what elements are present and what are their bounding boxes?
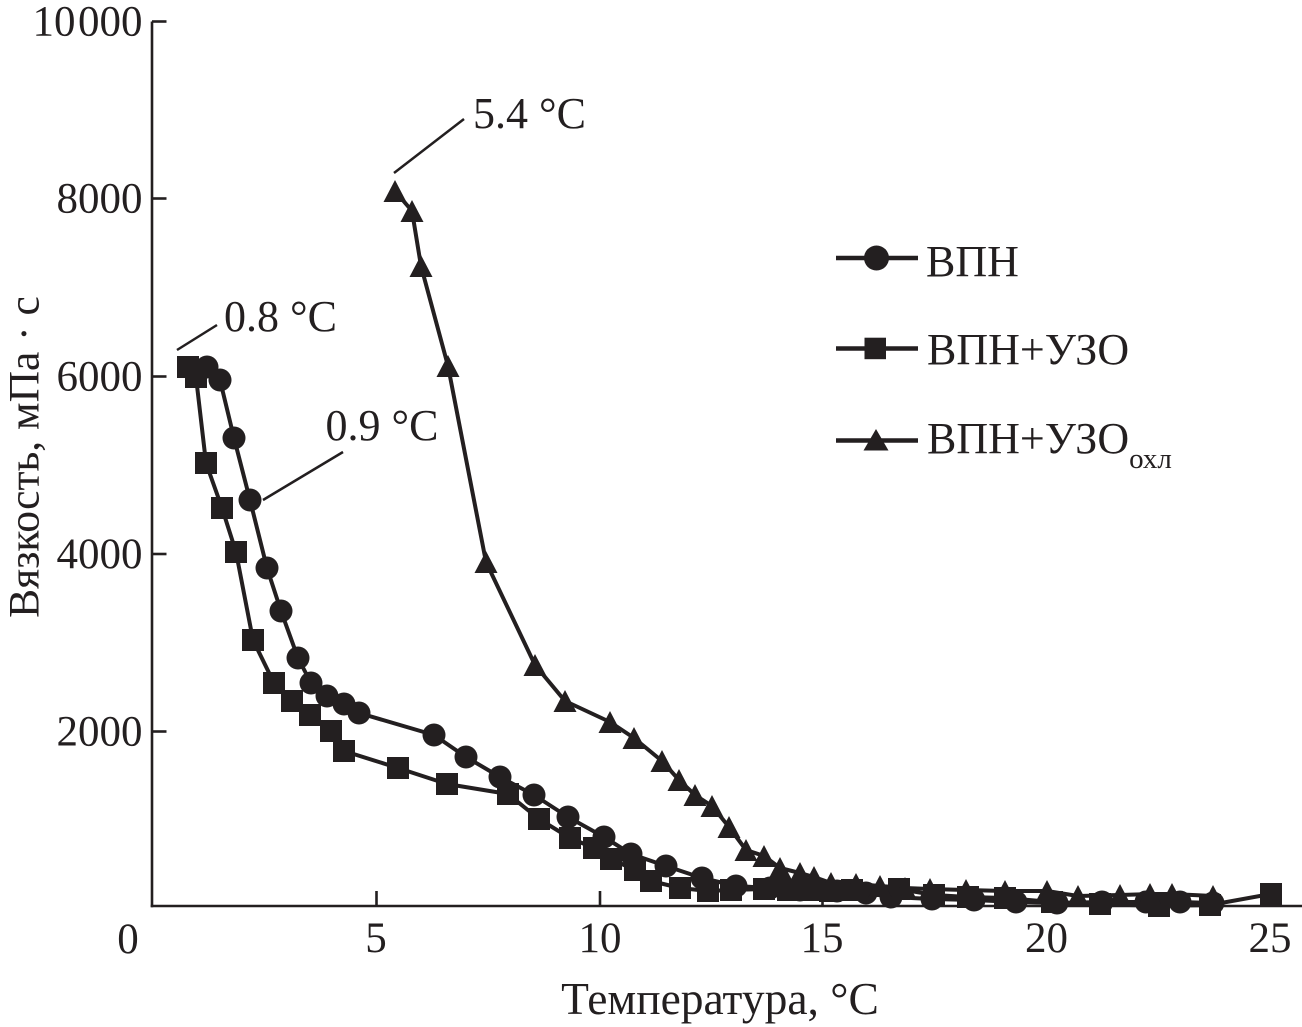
svg-text:2000: 2000 [57,709,143,756]
svg-text:0: 0 [117,916,139,963]
svg-text:0.9 °C: 0.9 °C [326,401,439,450]
svg-text:25: 25 [1249,915,1292,962]
svg-text:5.4 °C: 5.4 °C [473,89,586,138]
svg-text:15: 15 [801,915,844,962]
svg-text:8000: 8000 [57,176,143,223]
svg-text:4000: 4000 [57,531,143,578]
svg-text:10000: 10000 [33,0,143,46]
svg-text:Вязкость, мПа · с: Вязкость, мПа · с [1,296,49,618]
svg-text:20: 20 [1025,915,1068,962]
svg-text:Температура, °C: Температура, °C [561,973,879,1024]
svg-text:6000: 6000 [57,354,143,401]
svg-text:0.8 °C: 0.8 °C [224,292,337,341]
svg-text:5: 5 [365,915,387,962]
svg-text:ВПН+УЗО: ВПН+УЗО [927,325,1129,374]
svg-text:10: 10 [579,915,622,962]
svg-text:ВПН: ВПН [926,237,1019,286]
